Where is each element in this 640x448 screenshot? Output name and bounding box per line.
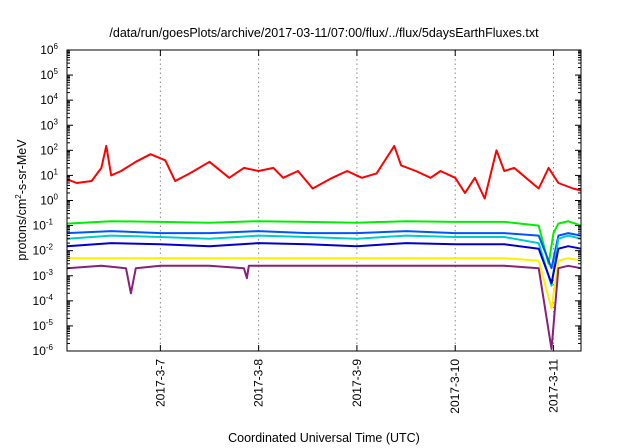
x-tick-label: 2017-3-8 bbox=[252, 359, 266, 407]
series-line bbox=[66, 234, 582, 287]
y-tick-label: 10-4 bbox=[33, 293, 54, 308]
chart-title: /data/run/goesPlots/archive/2017-03-11/0… bbox=[109, 26, 539, 40]
y-tick-label: 103 bbox=[40, 117, 58, 132]
y-tick-label: 10-6 bbox=[33, 343, 54, 358]
y-tick-label: 106 bbox=[40, 42, 58, 57]
y-axis-ticks: 10-6 10-5 10-4 10-3 10-2 10-1 100 101 102 103 104 1… bbox=[33, 42, 581, 358]
y-tick-label: 100 bbox=[40, 193, 58, 208]
y-tick-label: 10-3 bbox=[33, 268, 54, 283]
y-tick-label: 105 bbox=[40, 67, 58, 82]
series-line bbox=[66, 144, 582, 200]
series-line bbox=[67, 257, 582, 310]
series-group bbox=[66, 144, 582, 350]
y-tick-label: 10-5 bbox=[33, 318, 54, 333]
vertical-grid bbox=[159, 50, 554, 351]
series-line bbox=[66, 242, 582, 285]
y-tick-label: 10-1 bbox=[33, 218, 54, 233]
x-tick-label: 2017-3-11 bbox=[546, 359, 560, 413]
series-line bbox=[66, 230, 582, 270]
series-line bbox=[66, 220, 582, 265]
plot-frame bbox=[66, 49, 582, 352]
y-tick-label: 104 bbox=[40, 92, 58, 107]
y-axis-label: protons/cm2-s-sr-MeV bbox=[14, 139, 29, 261]
x-tick-label: 2017-3-7 bbox=[153, 359, 167, 407]
y-tick-label: 101 bbox=[40, 167, 58, 182]
x-axis-label: Coordinated Universal Time (UTC) bbox=[228, 431, 420, 445]
series-line bbox=[66, 264, 582, 350]
x-tick-label: 2017-3-9 bbox=[350, 359, 364, 407]
y-tick-label: 10-2 bbox=[33, 243, 54, 258]
y-tick-label: 102 bbox=[40, 142, 58, 157]
x-tick-label: 2017-3-10 bbox=[448, 359, 462, 414]
x-axis-ticks: 2017-3-7 2017-3-8 2017-3-9 2017-3-10 2017-3-… bbox=[153, 50, 560, 414]
